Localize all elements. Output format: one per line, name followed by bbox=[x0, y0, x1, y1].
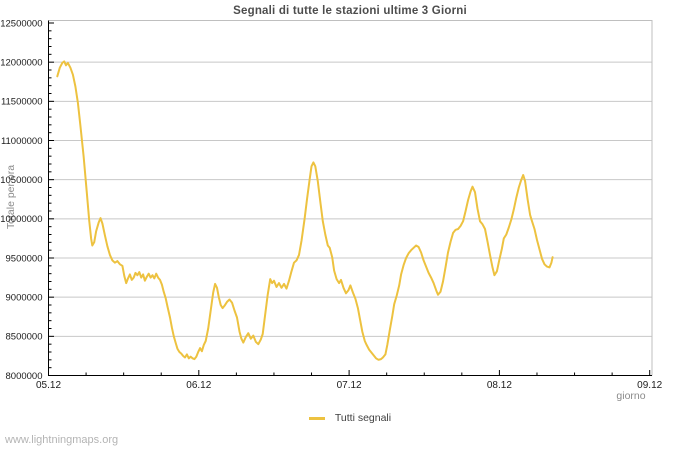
frame-top-right bbox=[48, 20, 653, 376]
x-tick-label: 06.12 bbox=[186, 380, 211, 391]
frame-axes bbox=[48, 20, 652, 376]
data-series bbox=[56, 60, 554, 361]
gridlines bbox=[48, 61, 652, 337]
legend-line-swatch bbox=[308, 416, 325, 420]
y-tick-label: 8000000 bbox=[6, 371, 43, 382]
y-tick-label: 11000000 bbox=[1, 136, 43, 147]
y-tick-label: 12000000 bbox=[0, 57, 42, 68]
plot-frame bbox=[48, 20, 653, 376]
legend-label: Tutti segnali bbox=[334, 412, 392, 424]
y-tick-label: 10500000 bbox=[0, 175, 42, 186]
watermark-text: www.lightningmaps.org bbox=[5, 434, 119, 446]
y-tick-label: 9500000 bbox=[6, 253, 43, 264]
y-tick-label: 10000000 bbox=[0, 214, 42, 225]
chart-title: Segnali di tutte le stazioni ultime 3 Gi… bbox=[233, 5, 467, 17]
series-line bbox=[56, 60, 554, 361]
x-tick-label: 08.12 bbox=[487, 380, 512, 391]
y-tick-label: 9000000 bbox=[6, 292, 43, 303]
y-tick-label: 12500000 bbox=[0, 18, 42, 29]
x-axis-title: giorno bbox=[616, 390, 646, 402]
x-tick-label: 09.12 bbox=[637, 380, 662, 391]
x-tick-label: 07.12 bbox=[337, 380, 362, 391]
legend: Tutti segnali bbox=[48, 412, 652, 424]
y-tick-label: 8500000 bbox=[6, 332, 43, 343]
axis-ticks bbox=[48, 22, 651, 376]
axis-tick-labels: 8000000 8500000 9000000 9500000 10000000 1050… bbox=[0, 18, 662, 391]
y-tick-label: 11500000 bbox=[1, 97, 43, 108]
x-tick-label: 05.12 bbox=[36, 380, 61, 391]
